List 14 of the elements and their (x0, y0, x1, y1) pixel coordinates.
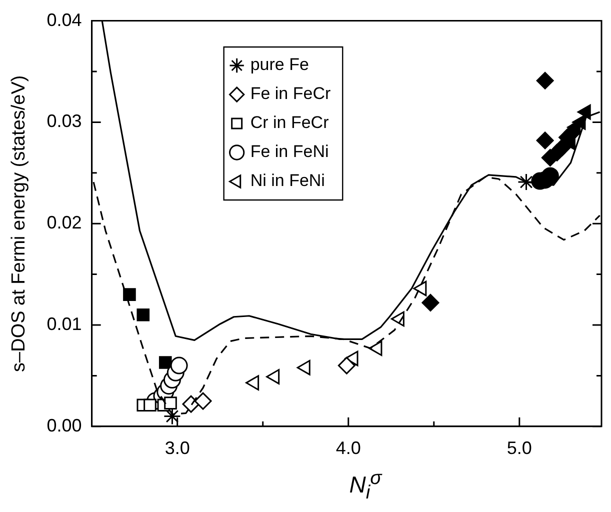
x-tick-label: 4.0 (336, 438, 361, 458)
legend-label: Fe in FeNi (250, 142, 329, 162)
x-tick-label: 5.0 (506, 438, 532, 458)
legend-label: Cr in FeCr (250, 113, 330, 132)
y-axis-title: s–DOS at Fermi energy (states/eV) (8, 75, 30, 372)
y-tick-label: 0.02 (46, 212, 82, 233)
y-tick-label: 0.03 (46, 111, 82, 132)
legend-label: Ni in FeNi (250, 171, 325, 190)
legend-label: Fe in FeCr (250, 84, 331, 104)
y-tick-label: 0.01 (46, 314, 82, 334)
legend-label: pure Fe (250, 55, 309, 74)
x-tick-label: 3.0 (164, 438, 190, 458)
y-tick-label: 0.00 (46, 415, 82, 436)
y-tick-label: 0.04 (46, 10, 82, 30)
